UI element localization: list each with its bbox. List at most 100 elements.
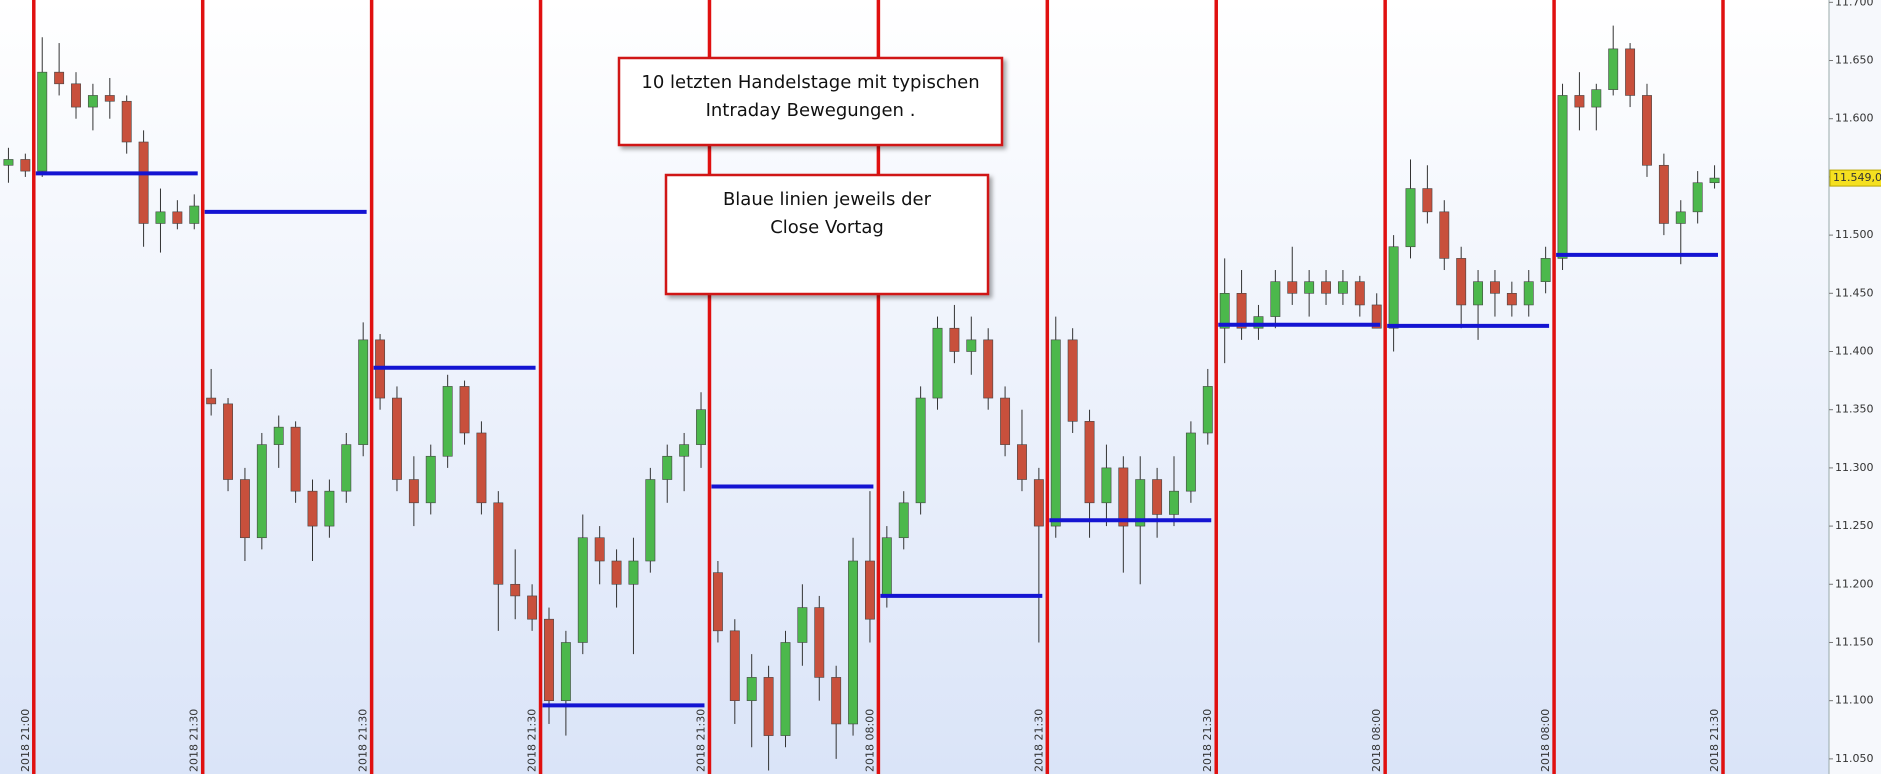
candle-body: [1236, 293, 1247, 329]
candle-body: [307, 490, 318, 527]
candle-body: [1540, 258, 1551, 282]
candle-body: [239, 479, 250, 539]
candle-body: [1253, 316, 1264, 329]
candle-body: [1456, 258, 1467, 306]
candle-body: [1321, 281, 1331, 294]
candle-body: [881, 537, 892, 597]
annotation-text: Blaue linien jeweils der: [723, 189, 932, 210]
candle-body: [1202, 386, 1213, 434]
candle-body: [1101, 467, 1112, 504]
candle-body: [1490, 281, 1500, 294]
candle-body: [831, 677, 842, 725]
session-label: 2018 08:00: [863, 709, 876, 772]
candle-body: [696, 409, 706, 445]
y-tick-label: 11.350: [1835, 403, 1874, 416]
candle-body: [848, 560, 858, 725]
candle-body: [949, 327, 960, 352]
candle-body: [172, 211, 183, 224]
candle-body: [645, 479, 656, 562]
candle-body: [71, 83, 81, 108]
candle-body: [20, 159, 31, 172]
candle-body: [392, 397, 402, 480]
axis-background: [1829, 0, 1881, 774]
candle-body: [1625, 48, 1636, 96]
candle-body: [510, 583, 521, 597]
annotation-text: 10 letzten Handelstage mit typischen: [641, 72, 979, 93]
candle-body: [544, 618, 554, 701]
candle-body: [87, 95, 98, 108]
candle-body: [1135, 479, 1146, 527]
candle-body: [493, 502, 504, 585]
session-label: 2018 21:00: [19, 709, 32, 772]
y-tick-label: 11.600: [1835, 112, 1874, 125]
candle-body: [780, 642, 791, 736]
candle-body: [594, 537, 605, 562]
session-label: 2018 21:30: [1032, 709, 1045, 772]
candle-body: [560, 642, 571, 701]
candle-body: [1337, 281, 1348, 294]
candle-body: [679, 444, 690, 457]
candle-body: [290, 426, 301, 492]
candle-body: [1185, 432, 1196, 492]
annotation-text: Intraday Bewegungen .: [706, 100, 916, 121]
candle-body: [1473, 281, 1484, 306]
candle-body: [729, 630, 740, 701]
y-tick-label: 11.250: [1835, 519, 1874, 532]
candle-body: [1371, 304, 1382, 329]
candle-body: [1000, 397, 1011, 445]
candle-body: [1017, 444, 1027, 480]
y-tick-label: 11.300: [1835, 461, 1874, 474]
candle-body: [1287, 281, 1298, 294]
candle-body: [1523, 281, 1534, 306]
candle-body: [611, 560, 622, 585]
y-tick-label: 11.050: [1835, 752, 1874, 765]
candle-body: [966, 339, 977, 352]
candle-body: [628, 560, 639, 585]
y-tick-label: 11.400: [1835, 345, 1874, 358]
candle-body: [54, 71, 65, 85]
candle-body: [121, 100, 132, 143]
last-price-label: 11.549,0: [1833, 171, 1881, 184]
candle-body: [1405, 188, 1416, 248]
candle-body: [223, 403, 233, 480]
candle-body: [1439, 211, 1450, 259]
candle-body: [1608, 48, 1619, 90]
candle-body: [898, 502, 909, 539]
candle-body: [1506, 293, 1517, 306]
candle-body: [1169, 490, 1179, 515]
candle-body: [1591, 89, 1602, 108]
candle-body: [746, 677, 757, 701]
candle-body: [1574, 95, 1585, 108]
candle-body: [797, 607, 808, 643]
session-label: 2018 21:30: [526, 709, 539, 772]
candle-body: [425, 455, 436, 504]
candle-body: [189, 205, 200, 224]
y-tick-label: 11.100: [1835, 694, 1874, 707]
candle-body: [3, 159, 14, 166]
candle-body: [273, 426, 284, 445]
candle-body: [1658, 164, 1669, 224]
candle-body: [865, 560, 875, 620]
candle-body: [442, 386, 453, 457]
candle-body: [1304, 281, 1315, 294]
session-label: 2018 21:30: [1708, 709, 1721, 772]
candle-body: [983, 339, 994, 399]
candle-body: [1270, 281, 1281, 317]
candle-body: [712, 572, 723, 632]
candle-body: [814, 607, 825, 678]
candle-body: [527, 595, 538, 620]
candle-body: [1033, 479, 1044, 527]
annotation-box: [664, 173, 990, 296]
candle-body: [1050, 339, 1061, 527]
candle-body: [459, 386, 470, 434]
candle-body: [1709, 177, 1720, 184]
candle-body: [155, 211, 166, 224]
candle-body: [1084, 421, 1095, 504]
candle-body: [1692, 182, 1703, 213]
candle-body: [408, 479, 419, 504]
candle-body: [1557, 95, 1568, 259]
session-label: 2018 21:30: [357, 709, 370, 772]
candle-body: [206, 397, 217, 405]
